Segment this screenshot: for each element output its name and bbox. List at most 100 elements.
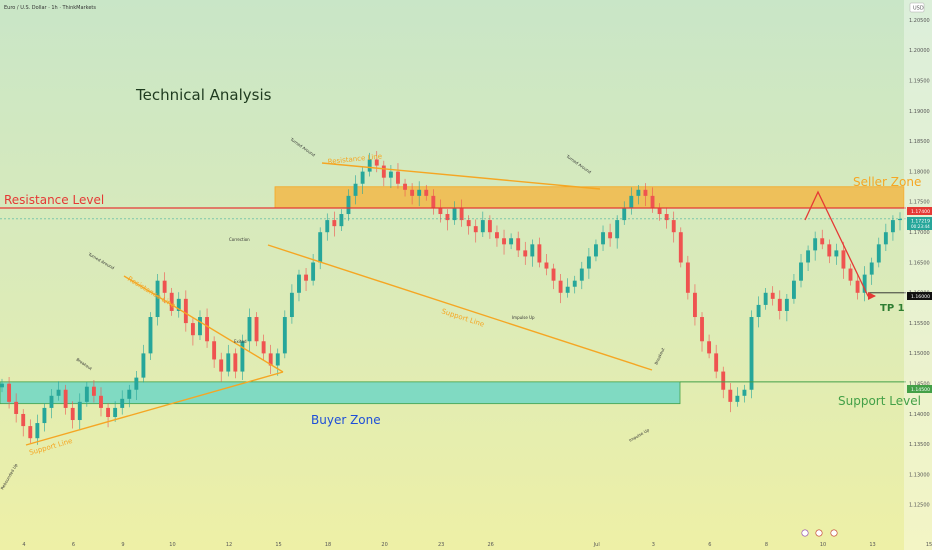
- candle-body: [254, 317, 259, 342]
- candle-body: [120, 398, 125, 408]
- time-tick-label: 13: [869, 542, 875, 548]
- us-flag-event-icon[interactable]: [815, 529, 823, 537]
- candle-body: [445, 214, 450, 221]
- candle-body: [438, 207, 443, 215]
- candle-body: [594, 244, 598, 257]
- candle-body: [360, 171, 365, 184]
- candle-body: [7, 383, 12, 402]
- time-tick-label: 23: [438, 542, 444, 548]
- candles-group: [0, 151, 902, 445]
- buyer-zone-label: Buyer Zone: [311, 413, 381, 427]
- candle-body: [834, 250, 839, 257]
- candle-body: [784, 298, 789, 311]
- candle-body: [791, 280, 796, 299]
- projection-arrowhead: [868, 292, 876, 300]
- turned-around-3-label: Turned Around: [565, 153, 593, 175]
- time-tick-label: 20: [381, 542, 387, 548]
- candle-body: [282, 317, 287, 354]
- candle-body: [77, 401, 82, 421]
- time-tick-label: 15: [926, 542, 932, 548]
- candle-body: [693, 292, 697, 318]
- candle-body: [84, 386, 89, 402]
- time-tick-label: 15: [275, 542, 281, 548]
- candle-body: [558, 280, 563, 293]
- candle-body: [480, 220, 485, 233]
- price-tick-label: 1.15500: [909, 321, 930, 327]
- candle-body: [141, 353, 146, 378]
- candle-body: [869, 262, 874, 275]
- candle-body: [777, 298, 782, 311]
- candle-body: [530, 244, 535, 257]
- candle-body: [275, 353, 280, 366]
- time-tick-label: 4: [22, 542, 25, 548]
- candle-body: [848, 268, 853, 281]
- candle-body: [770, 292, 775, 299]
- candle-body: [431, 195, 436, 208]
- price-axis: [904, 0, 932, 550]
- price-tick-label: 1.13000: [909, 472, 930, 478]
- currency-badge[interactable]: [909, 2, 925, 13]
- candle-body: [502, 238, 506, 245]
- currency-label: USD: [913, 6, 924, 12]
- candle-body: [233, 353, 238, 372]
- resistance-price-badge: [907, 207, 932, 215]
- us-flag-event-icon-2[interactable]: [830, 529, 838, 537]
- candle-body: [424, 189, 429, 196]
- candle-body: [523, 250, 528, 257]
- price-axis-ticks: 1.20500 1.20000 1.19500 1.19000 1.18500 1.180…: [909, 18, 930, 509]
- candle-body: [862, 274, 867, 293]
- candle-body: [353, 183, 358, 196]
- candle-body: [374, 159, 379, 166]
- candle-body: [586, 256, 591, 269]
- candle-body: [629, 195, 634, 208]
- candle-body: [14, 401, 19, 414]
- time-tick-label: 8: [765, 542, 768, 548]
- candle-body: [841, 250, 846, 269]
- candle-body: [898, 218, 902, 221]
- candle-body: [452, 207, 457, 221]
- candle-body: [205, 317, 209, 342]
- turned-around-1-label: Turned Around: [87, 251, 116, 271]
- time-tick-label: 6: [708, 542, 711, 548]
- candle-body: [417, 189, 422, 196]
- support-price-badge: [907, 385, 932, 393]
- candle-body: [622, 207, 627, 221]
- price-tick-label: 1.16500: [909, 260, 930, 266]
- candle-body: [806, 250, 811, 263]
- candle-body: [664, 214, 669, 221]
- current-price-badge: [907, 217, 932, 230]
- price-tick-label: 1.13500: [909, 442, 930, 448]
- support-price-label: 1.14500: [911, 387, 930, 393]
- candle-body: [28, 426, 33, 439]
- tp1-label: TP 1: [880, 303, 905, 314]
- candle-body: [735, 395, 740, 402]
- time-axis-ticks: 46910121518202326Jul3681013151720232529A…: [22, 542, 932, 548]
- candle-body: [346, 195, 351, 215]
- resistance-line-1-label: Resistance Line: [126, 275, 177, 310]
- candle-body: [106, 407, 111, 417]
- price-tick-label: 1.14500: [909, 381, 930, 387]
- candle-body: [544, 262, 549, 269]
- time-tick-label: Jul: [593, 542, 600, 548]
- exited-label: Exited: [234, 339, 247, 344]
- support-line-1-label: Support Line: [28, 437, 73, 457]
- price-tick-label: 1.17000: [909, 230, 930, 236]
- candle-body: [49, 395, 54, 408]
- candle-body: [42, 407, 47, 424]
- turned-around-2-label: Turned Around: [289, 136, 317, 158]
- candle-body: [127, 389, 132, 399]
- candle-body: [70, 407, 75, 421]
- candle-body: [466, 220, 471, 227]
- analysis-title: Technical Analysis: [135, 86, 272, 104]
- candle-body: [799, 262, 803, 281]
- tp-price-badge: [907, 292, 932, 300]
- candle-body: [311, 262, 316, 281]
- impulse-up-1-label: Impulse Up: [512, 315, 535, 320]
- candle-body: [459, 207, 464, 221]
- time-tick-label: 6: [72, 542, 75, 548]
- candle-body: [579, 268, 584, 281]
- candle-body: [487, 220, 492, 233]
- candle-body: [749, 317, 754, 390]
- lightning-event-icon[interactable]: [801, 529, 809, 537]
